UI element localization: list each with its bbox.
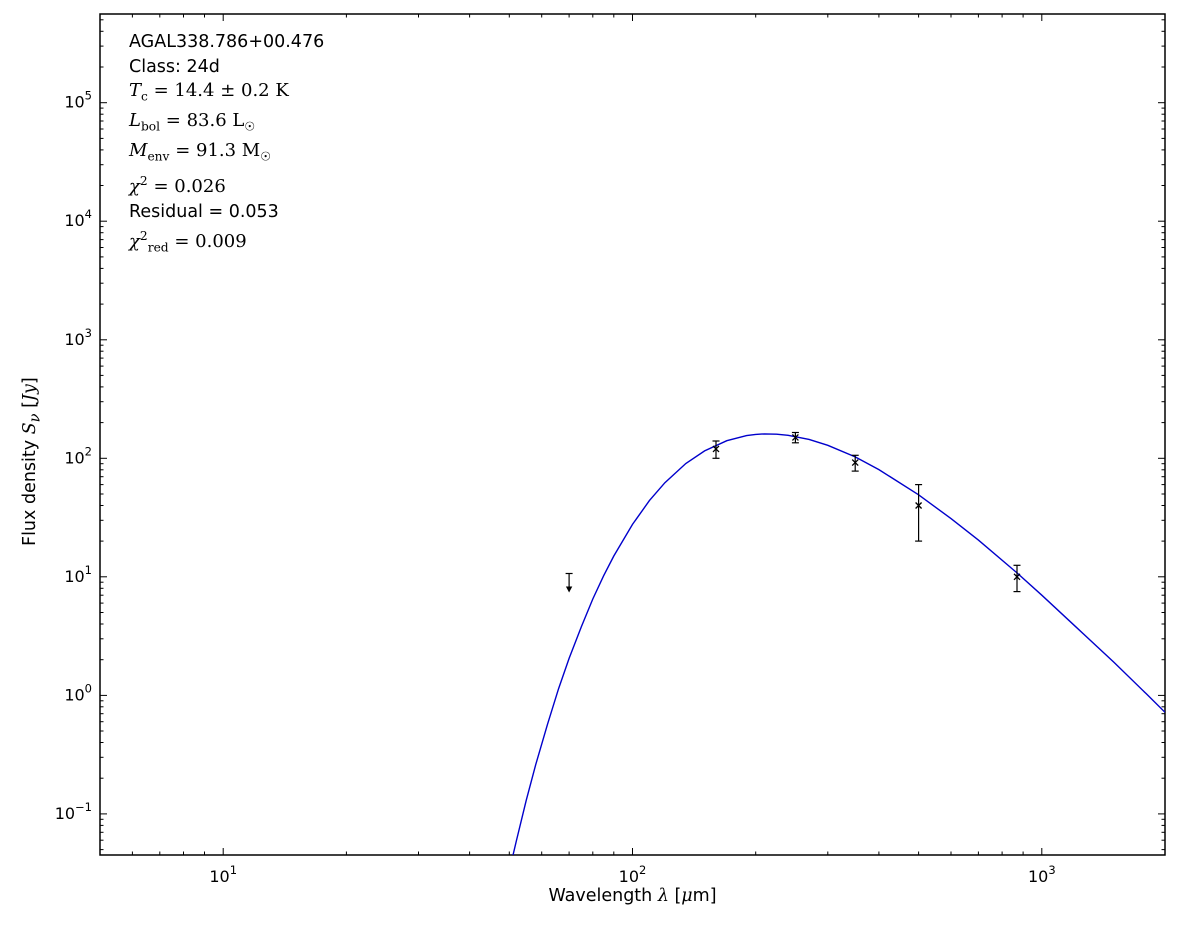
svg-text:10−1: 10−1 xyxy=(55,800,92,823)
annotation-line: Class: 24d xyxy=(129,56,220,77)
svg-text:100: 100 xyxy=(64,681,92,704)
data-point xyxy=(712,440,720,459)
annotation-line: Residual = 0.053 xyxy=(129,201,279,222)
svg-text:105: 105 xyxy=(64,89,92,112)
upper-limit-marker xyxy=(565,572,573,593)
axes-frame xyxy=(99,13,1166,856)
model-curve xyxy=(512,433,1165,855)
svg-text:102: 102 xyxy=(64,444,92,467)
axis-ticks xyxy=(100,14,1165,855)
annotation-line: AGAL338.786+00.476 xyxy=(129,32,325,52)
svg-text:101: 101 xyxy=(64,563,92,586)
svg-text:101: 101 xyxy=(209,863,237,886)
annotation-line: Tc = 14.4 ± 0.2 K xyxy=(129,80,289,104)
axis-tick-labels: 101 102 103 10−1 100 101 102 103 104 105 xyxy=(55,89,1056,886)
annotation-line: χ2 = 0.026 xyxy=(129,174,226,198)
y-axis-label: Flux density Sν [Jy] xyxy=(20,377,44,546)
svg-text:103: 103 xyxy=(1028,863,1056,886)
svg-text:103: 103 xyxy=(64,326,92,349)
annotation-line: Lbol = 83.6 L☉ xyxy=(129,110,256,134)
svg-text:102: 102 xyxy=(619,863,647,886)
annotation-line: χ2red = 0.009 xyxy=(129,229,247,255)
x-axis-label: Wavelength λ [μm] xyxy=(548,886,717,906)
svg-text:104: 104 xyxy=(64,207,92,230)
annotation-line: Menv = 91.3 M☉ xyxy=(129,140,272,164)
data-point xyxy=(1013,564,1021,593)
fit-parameters-annotation: AGAL338.786+00.476 Class: 24d Tc = 14.4 ± … xyxy=(129,30,324,260)
data-point xyxy=(915,484,923,542)
data-point xyxy=(851,454,859,472)
data-point xyxy=(791,431,799,444)
